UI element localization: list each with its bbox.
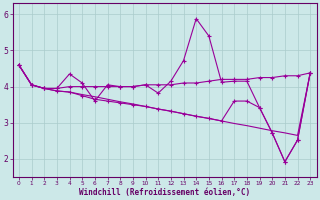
X-axis label: Windchill (Refroidissement éolien,°C): Windchill (Refroidissement éolien,°C) [79, 188, 250, 197]
